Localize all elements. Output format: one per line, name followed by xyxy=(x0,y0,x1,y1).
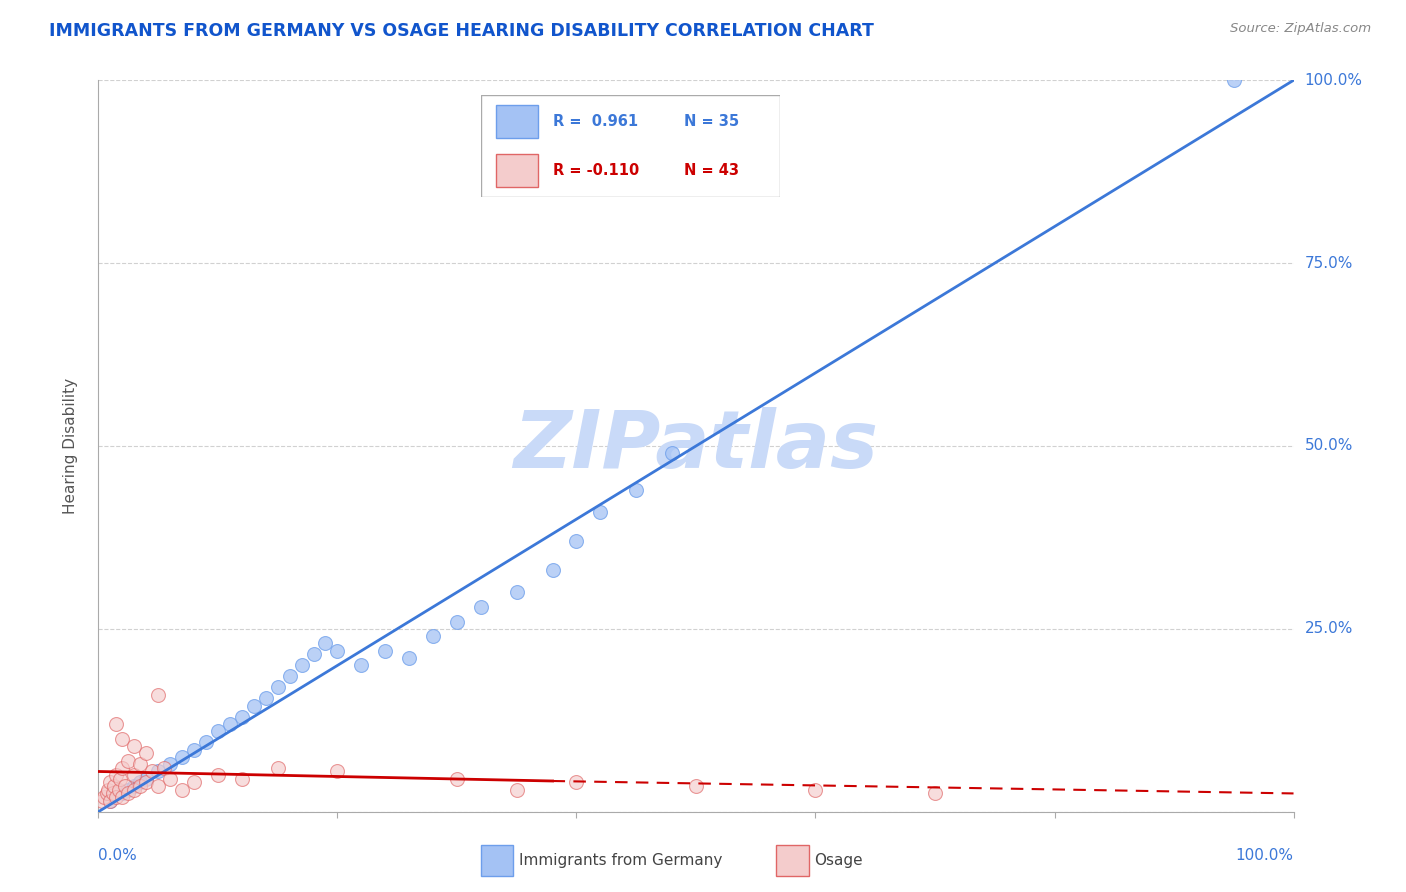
Text: N = 35: N = 35 xyxy=(685,114,740,129)
Point xyxy=(242,698,264,713)
Text: 25.0%: 25.0% xyxy=(1305,622,1353,636)
Point xyxy=(267,761,290,775)
Point xyxy=(105,717,128,731)
Point xyxy=(254,691,277,706)
Point xyxy=(565,775,588,789)
Point xyxy=(111,790,134,805)
Point xyxy=(350,658,373,673)
Point xyxy=(135,772,157,786)
Point xyxy=(103,779,125,793)
Point xyxy=(129,757,152,772)
Point xyxy=(446,772,468,786)
Point xyxy=(105,790,128,805)
Point xyxy=(422,629,444,643)
Point xyxy=(374,644,396,658)
Point xyxy=(117,754,139,768)
Point xyxy=(326,764,349,779)
Point xyxy=(267,681,290,695)
Point xyxy=(124,739,146,753)
Text: ZIPatlas: ZIPatlas xyxy=(513,407,879,485)
Point xyxy=(97,782,120,797)
Point xyxy=(194,735,217,749)
Point xyxy=(129,775,152,789)
Point xyxy=(446,615,468,629)
Point xyxy=(804,782,827,797)
Point xyxy=(101,787,124,801)
Point xyxy=(124,768,146,782)
Bar xyxy=(496,105,537,138)
Point xyxy=(141,764,163,779)
Point xyxy=(129,779,152,793)
Point xyxy=(661,446,683,460)
Bar xyxy=(481,846,513,876)
Point xyxy=(135,746,157,760)
Text: IMMIGRANTS FROM GERMANY VS OSAGE HEARING DISABILITY CORRELATION CHART: IMMIGRANTS FROM GERMANY VS OSAGE HEARING… xyxy=(49,22,875,40)
Text: Source: ZipAtlas.com: Source: ZipAtlas.com xyxy=(1230,22,1371,36)
Point xyxy=(278,669,301,683)
Point xyxy=(207,724,229,739)
Point xyxy=(111,761,134,775)
Point xyxy=(91,794,114,808)
Text: N = 43: N = 43 xyxy=(685,163,740,178)
Point xyxy=(589,505,612,519)
Point xyxy=(124,782,146,797)
Point xyxy=(685,779,707,793)
Point xyxy=(159,772,181,786)
Point xyxy=(231,772,253,786)
Text: R =  0.961: R = 0.961 xyxy=(553,114,638,129)
Point xyxy=(111,787,134,801)
Point xyxy=(93,790,115,805)
Point xyxy=(470,599,492,614)
Bar xyxy=(776,846,808,876)
Point xyxy=(117,787,139,801)
Point xyxy=(1222,73,1246,87)
Point xyxy=(111,731,134,746)
Text: 100.0%: 100.0% xyxy=(1305,73,1362,87)
Text: R = -0.110: R = -0.110 xyxy=(553,163,638,178)
Point xyxy=(153,761,176,775)
Point xyxy=(124,779,146,793)
Point xyxy=(148,688,170,702)
Point xyxy=(172,749,194,764)
Point xyxy=(183,742,205,756)
FancyBboxPatch shape xyxy=(481,95,779,197)
Point xyxy=(506,782,529,797)
Point xyxy=(624,483,647,497)
Point xyxy=(315,636,337,650)
Point xyxy=(135,775,157,789)
Point xyxy=(117,782,139,797)
Text: Osage: Osage xyxy=(814,854,863,868)
Text: 50.0%: 50.0% xyxy=(1305,439,1353,453)
Point xyxy=(506,585,529,599)
Y-axis label: Hearing Disability: Hearing Disability xyxy=(63,378,77,514)
Point xyxy=(98,794,122,808)
Point xyxy=(541,563,564,577)
Point xyxy=(398,651,420,665)
Point xyxy=(98,775,122,789)
Point xyxy=(108,772,131,786)
Text: 0.0%: 0.0% xyxy=(98,848,138,863)
Point xyxy=(105,768,128,782)
Point xyxy=(96,787,118,801)
Point xyxy=(231,709,253,723)
Text: 75.0%: 75.0% xyxy=(1305,256,1353,270)
Point xyxy=(148,779,170,793)
Point xyxy=(159,757,181,772)
Point xyxy=(219,717,242,731)
Point xyxy=(148,764,170,779)
Point xyxy=(172,782,194,797)
Point xyxy=(107,782,129,797)
Point xyxy=(207,768,229,782)
Point xyxy=(565,534,588,549)
Point xyxy=(183,775,205,789)
Point xyxy=(302,648,325,662)
Point xyxy=(114,779,136,793)
Bar xyxy=(496,154,537,187)
Point xyxy=(326,644,349,658)
Point xyxy=(290,658,312,673)
Text: Immigrants from Germany: Immigrants from Germany xyxy=(519,854,723,868)
Point xyxy=(98,794,122,808)
Text: 100.0%: 100.0% xyxy=(1236,848,1294,863)
Point xyxy=(924,787,946,801)
